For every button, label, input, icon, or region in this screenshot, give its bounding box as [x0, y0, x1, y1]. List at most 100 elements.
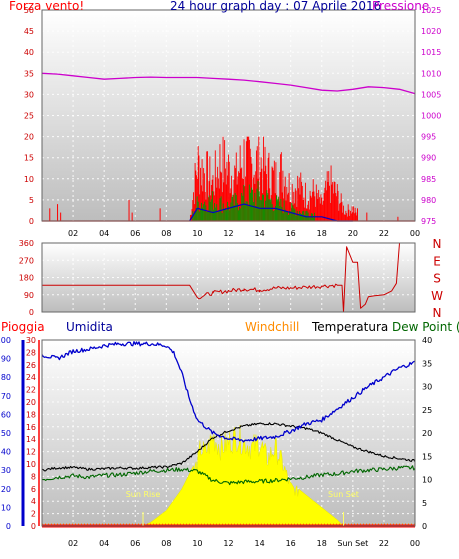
- temp-y-tick: 5: [422, 499, 427, 508]
- pressure-y-tick: 1020: [421, 27, 441, 36]
- rain-y-tick: 2: [31, 510, 36, 519]
- wind-pressure-x-tick: 06: [130, 229, 140, 238]
- pressure-y-tick: 995: [421, 133, 436, 142]
- humidity-x-tick: 02: [68, 539, 78, 548]
- rain-y-tick: 28: [26, 348, 36, 357]
- humidity-y-tick: 30: [1, 466, 11, 475]
- temp-y-tick: 40: [422, 336, 432, 345]
- direction-y-tick: 180: [19, 274, 34, 283]
- humidity-y-tick: 70: [1, 392, 11, 401]
- rain-y-tick: 30: [26, 336, 36, 345]
- dewpoint-line: [42, 465, 416, 486]
- wind-y-tick: 5: [29, 196, 34, 205]
- direction-y-tick: 360: [19, 239, 34, 248]
- humidity-y-tick: 50: [1, 429, 11, 438]
- wind-y-tick: 15: [24, 154, 34, 163]
- panel-frame: [41, 9, 416, 222]
- humidity-y-tick: 10: [1, 503, 11, 512]
- wind-pressure-x-tick: 04: [99, 229, 109, 238]
- compass-label: S: [433, 272, 441, 286]
- wind-y-tick: 50: [24, 6, 34, 15]
- rain-y-tick: 8: [31, 472, 36, 481]
- rain-y-tick: 26: [26, 361, 36, 370]
- panel-frame: [41, 242, 416, 313]
- humidity-x-tick: 08: [161, 539, 171, 548]
- wind-pressure-x-tick: 18: [317, 229, 327, 238]
- windchill-label: Windchill: [245, 320, 300, 334]
- humidity-x-tick: 00: [410, 539, 420, 548]
- humidity-x-tick: 04: [99, 539, 109, 548]
- wind-pressure-x-tick: 12: [223, 229, 233, 238]
- humidity-x-tick: 12: [223, 539, 233, 548]
- humidity-line: [41, 341, 416, 443]
- rain-y-tick: 6: [31, 485, 36, 494]
- wind-pressure-x-tick: 02: [68, 229, 78, 238]
- humidity-x-tick: 18: [317, 539, 327, 548]
- humidity-x-tick: 10: [192, 539, 202, 548]
- temperature-label: Temperatura: [312, 320, 389, 334]
- solar-area: [142, 424, 344, 527]
- pressure-label: Pressione: [372, 0, 430, 13]
- rain-y-tick: 18: [26, 410, 36, 419]
- humidity-x-tick: 06: [130, 539, 140, 548]
- humidity-y-tick: 80: [1, 373, 11, 382]
- humidity-y-tick: 100: [0, 336, 11, 345]
- temp-y-tick: 0: [422, 522, 427, 531]
- pressure-y-tick: 1005: [421, 90, 441, 99]
- rain-y-tick: 10: [26, 460, 36, 469]
- wind-pressure-x-tick: 22: [379, 229, 389, 238]
- pressure-y-tick: 975: [421, 217, 436, 226]
- rain-y-tick: 20: [26, 398, 36, 407]
- rain-y-tick: 4: [31, 497, 36, 506]
- direction-line: [42, 242, 415, 313]
- compass-label: N: [433, 306, 442, 320]
- rain-y-tick: 0: [31, 522, 36, 531]
- temp-y-tick: 10: [422, 476, 432, 485]
- sun-rise-label: Sun Rise: [126, 490, 161, 499]
- wind-y-tick: 20: [24, 133, 34, 142]
- humidity-x-tick: Sun Set: [337, 539, 368, 548]
- wind-pressure-x-tick: 10: [192, 229, 202, 238]
- temperature-line: [41, 422, 416, 472]
- compass-label: N: [433, 237, 442, 251]
- pressure-y-tick: 1010: [421, 69, 441, 78]
- wind-y-tick: 10: [24, 175, 34, 184]
- wind-y-tick: 35: [24, 69, 34, 78]
- temp-y-tick: 35: [422, 359, 432, 368]
- dewpoint-label: Dew Point (°C: [392, 320, 459, 334]
- pressure-y-tick: 1025: [421, 6, 441, 15]
- sun-set-label: Sun Set: [328, 490, 359, 499]
- temp-y-tick: 25: [422, 406, 432, 415]
- pressure-y-tick: 1000: [421, 112, 441, 121]
- wind-y-tick: 25: [24, 112, 34, 121]
- rain-y-tick: 22: [26, 386, 36, 395]
- compass-label: E: [433, 254, 441, 268]
- wind-pressure-x-tick: 08: [161, 229, 171, 238]
- rain-label: Pioggia: [1, 320, 45, 334]
- graph-title: 24 hour graph day : 07 Aprile 2016: [170, 0, 382, 13]
- panel-frame: [41, 339, 416, 527]
- wind-speed-label: Forza vento!: [9, 0, 85, 13]
- humidity-y-tick: 20: [1, 485, 11, 494]
- wind-y-tick: 40: [24, 48, 34, 57]
- humidity-label: Umidita: [66, 320, 113, 334]
- temp-y-tick: 15: [422, 452, 432, 461]
- humidity-x-tick: 14: [254, 539, 264, 548]
- pressure-line: [41, 72, 416, 95]
- pressure-y-tick: 1015: [421, 48, 441, 57]
- pressure-y-tick: 980: [421, 196, 436, 205]
- direction-y-tick: 90: [24, 291, 34, 300]
- rain-y-tick: 16: [26, 423, 36, 432]
- wind-y-tick: 45: [24, 27, 34, 36]
- temp-y-tick: 30: [422, 383, 432, 392]
- wind-pressure-x-tick: 14: [254, 229, 264, 238]
- rain-y-tick: 14: [26, 435, 36, 444]
- direction-y-tick: 0: [29, 308, 34, 317]
- direction-y-tick: 270: [19, 256, 34, 265]
- rain-y-tick: 12: [26, 448, 36, 457]
- wind-y-tick: 30: [24, 90, 34, 99]
- wind-pressure-x-tick: 00: [410, 229, 420, 238]
- wind-pressure-x-tick: 16: [286, 229, 296, 238]
